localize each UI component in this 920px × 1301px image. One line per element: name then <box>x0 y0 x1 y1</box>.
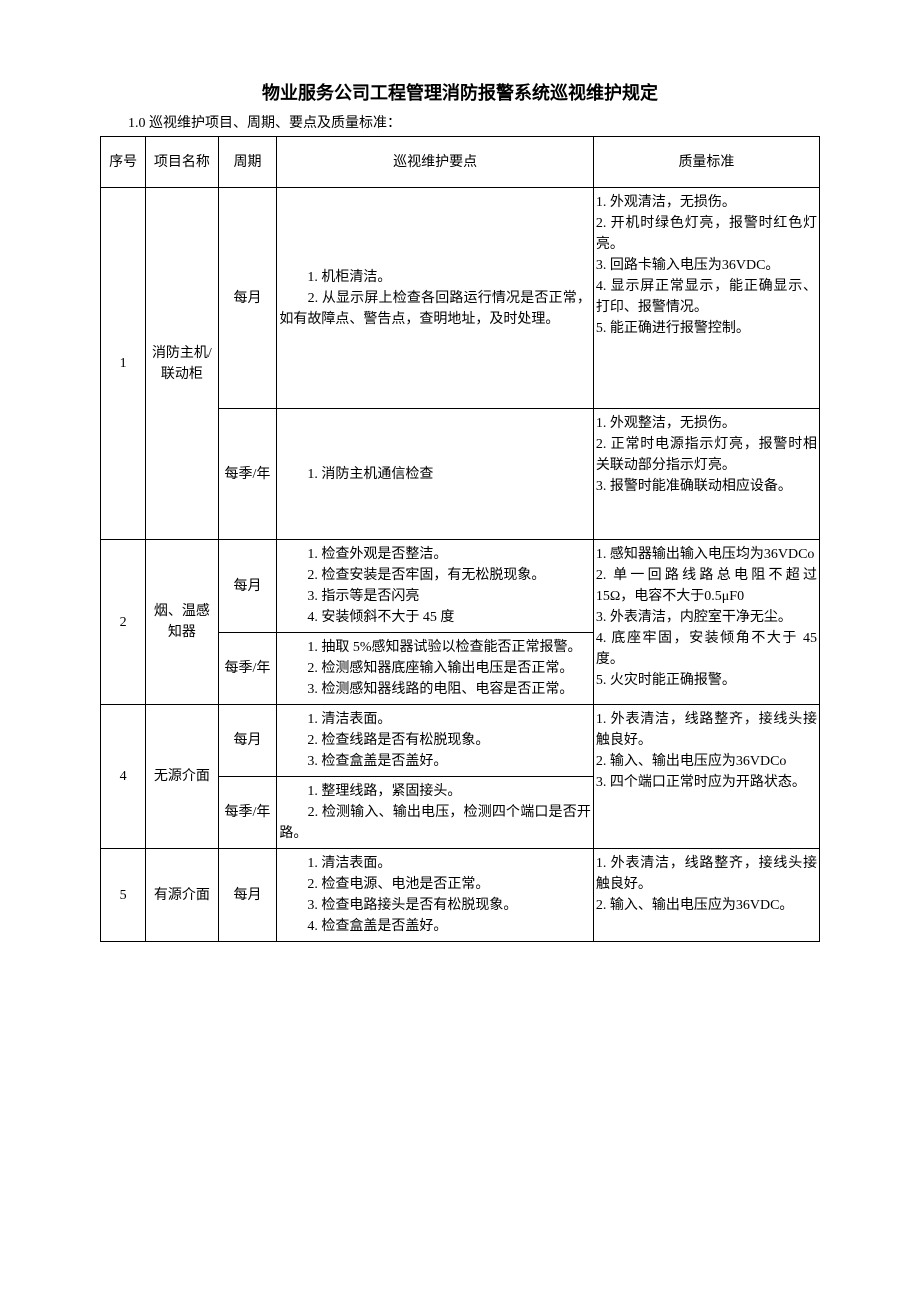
cell-period: 每月 <box>218 188 277 409</box>
cell-name: 烟、温感知器 <box>146 540 218 705</box>
cell-seq: 1 <box>101 188 146 540</box>
header-seq: 序号 <box>101 137 146 188</box>
cell-seq: 2 <box>101 540 146 705</box>
table-row: 2 烟、温感知器 每月 1. 检查外观是否整洁。 2. 检查安装是否牢固，有无松… <box>101 540 820 633</box>
cell-name: 有源介面 <box>146 849 218 942</box>
cell-period: 每季/年 <box>218 633 277 705</box>
header-period: 周期 <box>218 137 277 188</box>
cell-std: 1. 感知器输出输入电压均为36VDCo 2. 单一回路线路总电阻不超过 15Ω… <box>593 540 819 705</box>
cell-points: 1. 抽取 5%感知器试验以检查能否正常报警。 2. 检测感知器底座输入输出电压… <box>277 633 594 705</box>
table-row: 1 消防主机/联动柜 每月 1. 机柜清洁。 2. 从显示屏上检查各回路运行情况… <box>101 188 820 409</box>
cell-std: 1. 外观整洁，无损伤。 2. 正常时电源指示灯亮，报警时相关联动部分指示灯亮。… <box>593 409 819 540</box>
cell-period: 每季/年 <box>218 777 277 849</box>
cell-std: 1. 外表清洁，线路整齐，接线头接触良好。 2. 输入、输出电压应为36VDCo… <box>593 705 819 849</box>
table-row: 4 无源介面 每月 1. 清洁表面。 2. 检查线路是否有松脱现象。 3. 检查… <box>101 705 820 777</box>
cell-std: 1. 外表清洁，线路整齐，接线头接触良好。 2. 输入、输出电压应为36VDC。 <box>593 849 819 942</box>
header-std: 质量标准 <box>593 137 819 188</box>
cell-period: 每月 <box>218 540 277 633</box>
header-points: 巡视维护要点 <box>277 137 594 188</box>
cell-points: 1. 消防主机通信检查 <box>277 409 594 540</box>
cell-points: 1. 机柜清洁。 2. 从显示屏上检查各回路运行情况是否正常，如有故障点、警告点… <box>277 188 594 409</box>
table-row: 5 有源介面 每月 1. 清洁表面。 2. 检查电源、电池是否正常。 3. 检查… <box>101 849 820 942</box>
cell-seq: 4 <box>101 705 146 849</box>
inspection-table: 序号 项目名称 周期 巡视维护要点 质量标准 1 消防主机/联动柜 每月 1. … <box>100 136 820 942</box>
cell-points: 1. 清洁表面。 2. 检查线路是否有松脱现象。 3. 检查盒盖是否盖好。 <box>277 705 594 777</box>
cell-points: 1. 整理线路，紧固接头。 2. 检测输入、输出电压，检测四个端口是否开路。 <box>277 777 594 849</box>
header-name: 项目名称 <box>146 137 218 188</box>
cell-seq: 5 <box>101 849 146 942</box>
cell-name: 消防主机/联动柜 <box>146 188 218 540</box>
cell-period: 每月 <box>218 849 277 942</box>
table-header-row: 序号 项目名称 周期 巡视维护要点 质量标准 <box>101 137 820 188</box>
cell-std: 1. 外观清洁，无损伤。 2. 开机时绿色灯亮，报警时红色灯亮。 3. 回路卡输… <box>593 188 819 409</box>
page-title: 物业服务公司工程管理消防报警系统巡视维护规定 <box>100 80 820 107</box>
intro-text: 1.0 巡视维护项目、周期、要点及质量标准： <box>100 113 820 134</box>
cell-points: 1. 检查外观是否整洁。 2. 检查安装是否牢固，有无松脱现象。 3. 指示等是… <box>277 540 594 633</box>
cell-period: 每月 <box>218 705 277 777</box>
cell-name: 无源介面 <box>146 705 218 849</box>
cell-period: 每季/年 <box>218 409 277 540</box>
cell-points: 1. 清洁表面。 2. 检查电源、电池是否正常。 3. 检查电路接头是否有松脱现… <box>277 849 594 942</box>
